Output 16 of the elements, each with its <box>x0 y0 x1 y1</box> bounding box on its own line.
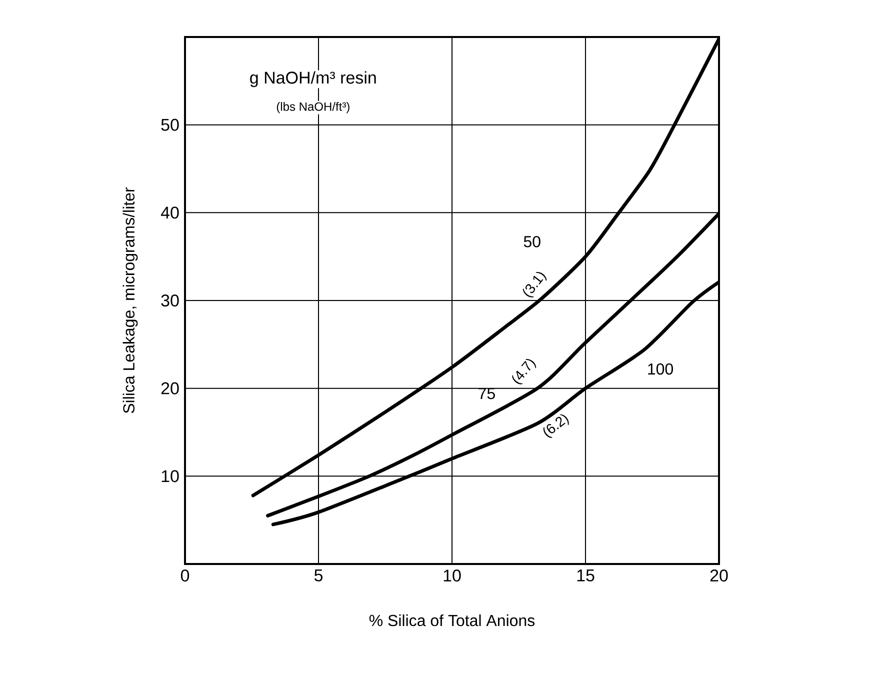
annotation: (lbs NaOH/ft³) <box>276 102 350 114</box>
y-tick-label: 40 <box>160 206 179 219</box>
y-tick-label: 30 <box>161 294 179 307</box>
annotation: g NaOH/m³ resin <box>250 71 376 88</box>
text: 50 <box>524 236 540 248</box>
y-tick-label: 50 <box>161 118 179 131</box>
x-tick-label: 5 <box>314 570 323 582</box>
x-tick-label: 15 <box>577 570 594 582</box>
x-tick-label: 0 <box>180 570 190 582</box>
x-axis-title: % Silica of Total Anions <box>369 614 535 626</box>
series-label: 100 <box>648 363 673 375</box>
y-axis-title: Silica Leakage, micrograms/liter <box>122 187 138 414</box>
x-tick-label: 20 <box>710 570 728 582</box>
x-tick-label: 10 <box>444 570 461 582</box>
y-tick-label: 10 <box>162 470 179 482</box>
y-tick-label: 20 <box>161 382 179 394</box>
